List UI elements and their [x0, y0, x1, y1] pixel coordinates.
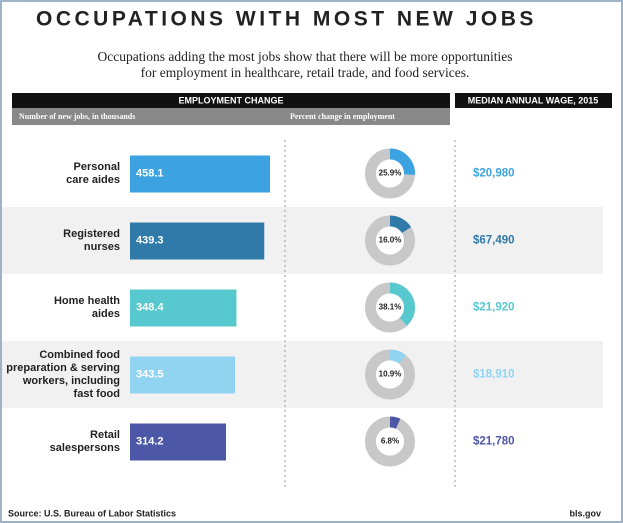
donut-arc	[389, 148, 415, 175]
category-label: Registered	[63, 228, 120, 240]
donut-hole	[376, 293, 404, 322]
wage-label: $18,910	[473, 369, 515, 381]
donut-label: 16.0%	[379, 236, 402, 245]
wage-label: $21,920	[473, 302, 515, 314]
section-header: EMPLOYMENT CHANGE	[178, 95, 283, 105]
source: Source: U.S. Bureau of Labor Statistics	[8, 508, 176, 518]
bar-label: 439.3	[136, 234, 164, 246]
donut-label: 6.8%	[381, 437, 399, 446]
donut-arc	[389, 282, 415, 326]
wage-label: $21,780	[473, 436, 515, 448]
category-label: aides	[92, 308, 120, 320]
wage-label: $67,490	[473, 235, 515, 247]
site: bls.gov	[569, 508, 601, 518]
category-label: nurses	[84, 241, 120, 253]
category-label: salespersons	[50, 442, 120, 454]
subtitle: for employment in healthcare, retail tra…	[141, 65, 470, 80]
subheader-bar	[12, 108, 450, 125]
donut-hole	[376, 427, 404, 456]
header-bar	[455, 93, 612, 108]
subtitle: Occupations adding the most jobs show th…	[97, 49, 512, 64]
bar-label: 348.4	[136, 301, 164, 313]
bar	[130, 222, 265, 260]
category-label: fast food	[74, 388, 120, 400]
bar-label: 343.5	[136, 368, 164, 380]
donut-arc	[389, 416, 401, 429]
title: OCCUPATIONS WITH MOST NEW JOBS	[36, 8, 537, 31]
donut-hole	[376, 159, 404, 188]
donut-arc	[389, 215, 412, 234]
category-label: Retail	[90, 429, 120, 441]
donut-hole	[376, 360, 404, 389]
donut-label: 10.9%	[379, 370, 402, 379]
bar	[130, 356, 235, 394]
donut-label: 38.1%	[379, 303, 402, 312]
donut-header: Percent change in employment	[290, 112, 395, 121]
bar	[130, 423, 227, 461]
category-label: preparation & serving	[6, 362, 120, 374]
row-band	[2, 207, 603, 274]
donut-arc	[389, 349, 406, 364]
row-band	[2, 341, 603, 408]
category-label: workers, including	[22, 375, 120, 387]
bar-header: Number of new jobs, in thousands	[19, 112, 135, 121]
category-label: Personal	[74, 161, 120, 173]
category-label: Combined food	[39, 349, 120, 361]
bar	[130, 155, 270, 193]
bar	[130, 289, 237, 327]
category-label: care aides	[66, 174, 120, 186]
donut-hole	[376, 226, 404, 255]
bar-label: 458.1	[136, 167, 164, 179]
category-label: Home health	[54, 295, 120, 307]
wage-header: MEDIAN ANNUAL WAGE, 2015	[468, 95, 599, 105]
wage-label: $20,980	[473, 168, 515, 180]
donut-label: 25.9%	[379, 169, 402, 178]
bar-label: 314.2	[136, 435, 164, 447]
header-bar	[12, 93, 450, 108]
